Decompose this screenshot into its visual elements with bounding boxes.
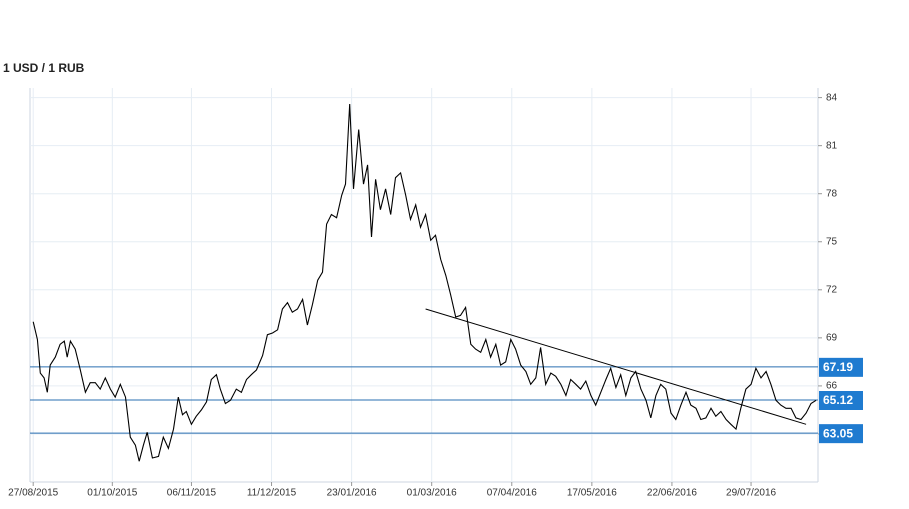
x-tick-label: 01/03/2016 [407,488,457,499]
x-tick-label: 07/04/2016 [487,488,537,499]
level-badge [819,357,863,377]
level-badge [819,390,863,410]
x-tick-label: 23/01/2016 [327,488,377,499]
x-tick-label: 06/11/2015 [167,488,217,499]
y-tick-label: 72 [826,284,838,295]
y-tick-label: 78 [826,188,838,199]
level-label: 65.12 [823,393,853,407]
x-tick-label: 22/06/2016 [647,488,697,499]
chart-title: 1 USD / 1 RUB [3,61,85,75]
x-tick-label: 17/05/2016 [567,488,617,499]
trend-line [425,308,807,425]
x-tick-label: 01/10/2015 [87,488,137,499]
x-tick-label: 29/07/2016 [726,488,776,499]
y-tick-label: 75 [826,236,838,247]
price-line [32,103,817,462]
level-label: 67.19 [823,360,853,374]
x-tick-label: 11/12/2015 [247,488,297,499]
y-tick-label: 69 [826,332,838,343]
y-tick-label: 84 [826,92,838,103]
level-badge [819,424,863,444]
level-label: 63.05 [823,426,853,440]
y-tick-label: 66 [826,381,838,392]
x-tick-label: 27/08/2015 [8,488,58,499]
y-tick-label: 81 [826,140,838,151]
